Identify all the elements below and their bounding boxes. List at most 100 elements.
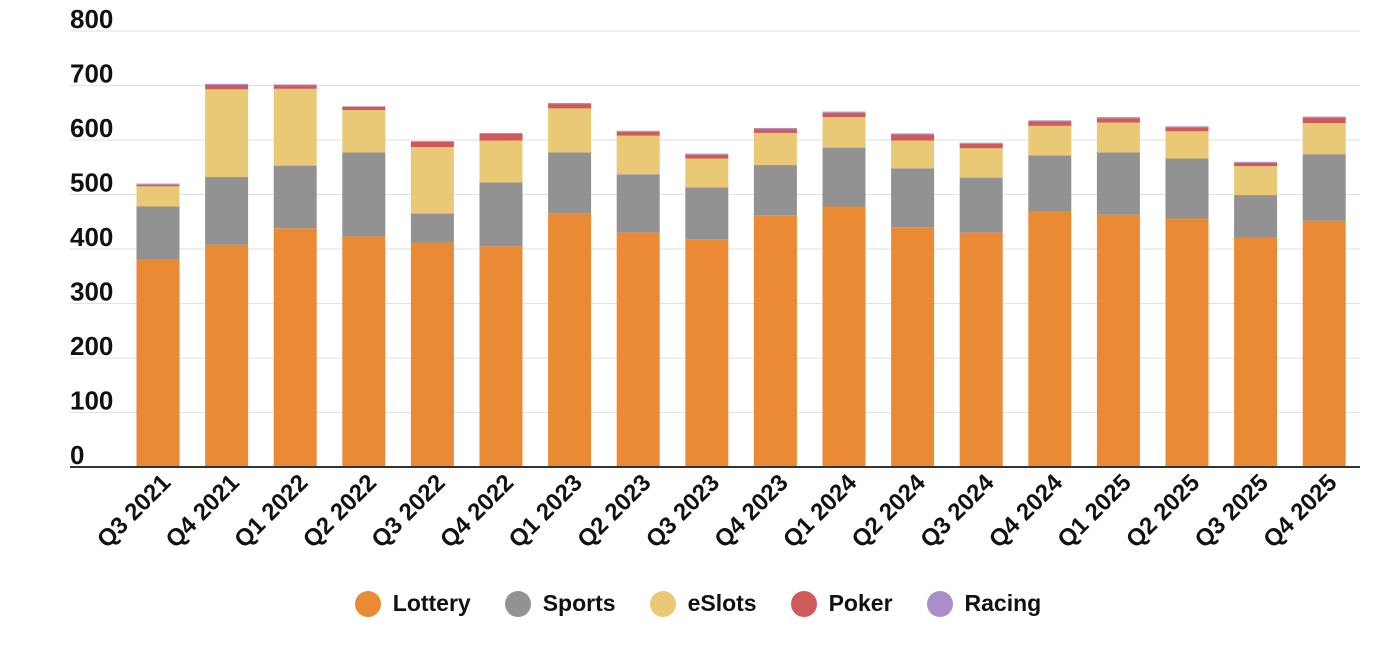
bar-poker-q4-2023: [753, 129, 797, 133]
bar-sports-q1-2024: [822, 147, 866, 207]
bar-poker-q2-2024: [891, 134, 935, 141]
bar-eslots-q2-2023: [616, 135, 660, 175]
x-tick-label: Q3 2025: [1190, 469, 1274, 553]
legend-item-lottery: Lottery: [354, 590, 471, 617]
bar-lottery-q1-2025: [1096, 214, 1140, 467]
legend-label: Racing: [964, 590, 1042, 616]
bar-sports-q3-2021: [136, 206, 180, 260]
bar-sports-q3-2024: [959, 177, 1003, 233]
bar-racing-q2-2024: [891, 133, 935, 135]
bar-racing-q2-2023: [616, 130, 660, 132]
bar-poker-q2-2023: [616, 131, 660, 136]
bar-lottery-q1-2022: [273, 228, 317, 467]
legend-label: Sports: [542, 590, 616, 616]
legend-swatch: [790, 590, 817, 617]
bar-eslots-q4-2021: [205, 89, 249, 178]
bar-sports-q1-2022: [273, 165, 317, 229]
bar-lottery-q3-2023: [685, 239, 729, 467]
bar-lottery-q2-2024: [891, 227, 935, 467]
bar-poker-q1-2022: [273, 85, 317, 89]
bar-sports-q1-2023: [548, 152, 592, 214]
bar-sports-q1-2025: [1096, 152, 1140, 215]
bar-sports-q2-2025: [1165, 158, 1209, 219]
bar-poker-q3-2022: [410, 141, 454, 148]
bar-racing-q1-2022: [273, 84, 317, 86]
bar-racing-q4-2023: [753, 128, 797, 130]
legend-swatch: [354, 590, 381, 617]
bar-sports-q4-2024: [1028, 155, 1072, 212]
y-tick-label: 300: [70, 277, 113, 307]
x-tick-label: Q4 2021: [161, 469, 245, 553]
bar-racing-q1-2023: [548, 102, 592, 105]
legend-item-poker: Poker: [790, 590, 893, 617]
x-tick-label: Q1 2024: [778, 469, 863, 554]
legend-label: Poker: [828, 590, 893, 616]
x-tick-label: Q3 2024: [915, 469, 1000, 554]
bar-sports-q2-2023: [616, 174, 660, 233]
y-axis-ticks: 0 100 200 300 400 500 600 700 800: [70, 4, 113, 470]
bar-eslots-q3-2023: [685, 158, 729, 188]
y-tick-label: 0: [70, 440, 84, 470]
x-tick-label: Q4 2025: [1258, 469, 1342, 553]
bar-poker-q4-2022: [479, 134, 523, 141]
bar-sports-q4-2021: [205, 177, 249, 245]
bar-racing-q2-2022: [342, 106, 386, 107]
bar-racing-q3-2021: [136, 183, 180, 185]
legend-item-racing: Racing: [926, 590, 1042, 617]
bar-eslots-q4-2023: [753, 132, 797, 166]
bar-eslots-q3-2025: [1234, 166, 1278, 196]
x-tick-label: Q4 2022: [435, 469, 519, 553]
bar-lottery-q3-2022: [410, 242, 454, 467]
bar-sports-q2-2024: [891, 168, 935, 228]
bar-racing-q4-2025: [1302, 116, 1346, 118]
bar-eslots-q1-2024: [822, 117, 866, 148]
legend-item-eslots: eSlots: [649, 590, 757, 617]
bar-eslots-q2-2022: [342, 110, 386, 153]
bar-poker-q4-2021: [205, 84, 249, 90]
bar-racing-q4-2022: [479, 132, 523, 135]
legend-item-sports: Sports: [504, 590, 616, 617]
bar-poker-q3-2023: [685, 154, 729, 159]
bar-lottery-q1-2023: [548, 213, 592, 467]
bar-poker-q3-2024: [959, 143, 1003, 149]
bar-sports-q2-2022: [342, 152, 386, 237]
bar-racing-q1-2024: [822, 111, 866, 113]
bar-poker-q4-2025: [1302, 117, 1346, 124]
bar-eslots-q1-2022: [273, 88, 317, 166]
bar-racing-q3-2022: [410, 141, 454, 142]
bar-lottery-q4-2024: [1028, 211, 1072, 467]
legend-swatch: [504, 590, 531, 617]
bar-eslots-q4-2024: [1028, 125, 1072, 156]
legend: Lottery Sports eSlots Poker Racing: [0, 590, 1396, 617]
bar-poker-q3-2021: [136, 184, 180, 187]
bar-poker-q1-2023: [548, 104, 592, 109]
y-tick-label: 600: [70, 113, 113, 143]
bar-sports-q3-2022: [410, 213, 454, 243]
y-tick-label: 400: [70, 222, 113, 252]
x-tick-label: Q3 2022: [366, 469, 450, 553]
bar-racing-q3-2025: [1234, 161, 1278, 163]
bar-eslots-q1-2025: [1096, 122, 1140, 153]
bar-eslots-q4-2022: [479, 140, 523, 183]
bar-eslots-q1-2023: [548, 108, 592, 153]
y-tick-label: 800: [70, 4, 113, 34]
bar-lottery-q2-2025: [1165, 218, 1209, 467]
bar-lottery-q1-2024: [822, 206, 866, 468]
bar-poker-q2-2025: [1165, 127, 1209, 132]
x-tick-label: Q2 2022: [298, 469, 382, 553]
bar-racing-q4-2024: [1028, 120, 1072, 122]
bar-poker-q1-2025: [1096, 118, 1140, 123]
x-tick-label: Q4 2023: [709, 469, 793, 553]
bar-racing-q3-2024: [959, 142, 1003, 144]
bar-eslots-q2-2025: [1165, 131, 1209, 159]
bar-lottery-q3-2025: [1234, 237, 1278, 467]
bar-racing-q1-2025: [1096, 117, 1140, 119]
bar-sports-q3-2025: [1234, 195, 1278, 238]
bar-eslots-q3-2022: [410, 147, 454, 214]
x-tick-label: Q3 2023: [641, 469, 725, 553]
bar-sports-q4-2025: [1302, 154, 1346, 221]
bar-lottery-q4-2022: [479, 246, 523, 467]
bar-poker-q1-2024: [822, 112, 866, 118]
